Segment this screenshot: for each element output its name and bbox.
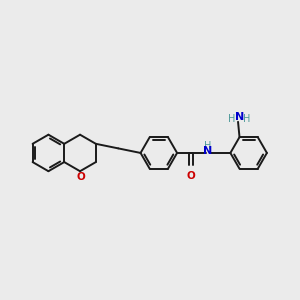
Text: O: O: [187, 171, 196, 181]
Text: H: H: [228, 114, 235, 124]
Text: H: H: [204, 141, 212, 151]
Text: H: H: [243, 114, 250, 124]
Text: N: N: [235, 112, 244, 122]
Text: O: O: [76, 172, 85, 182]
Text: N: N: [203, 146, 212, 157]
